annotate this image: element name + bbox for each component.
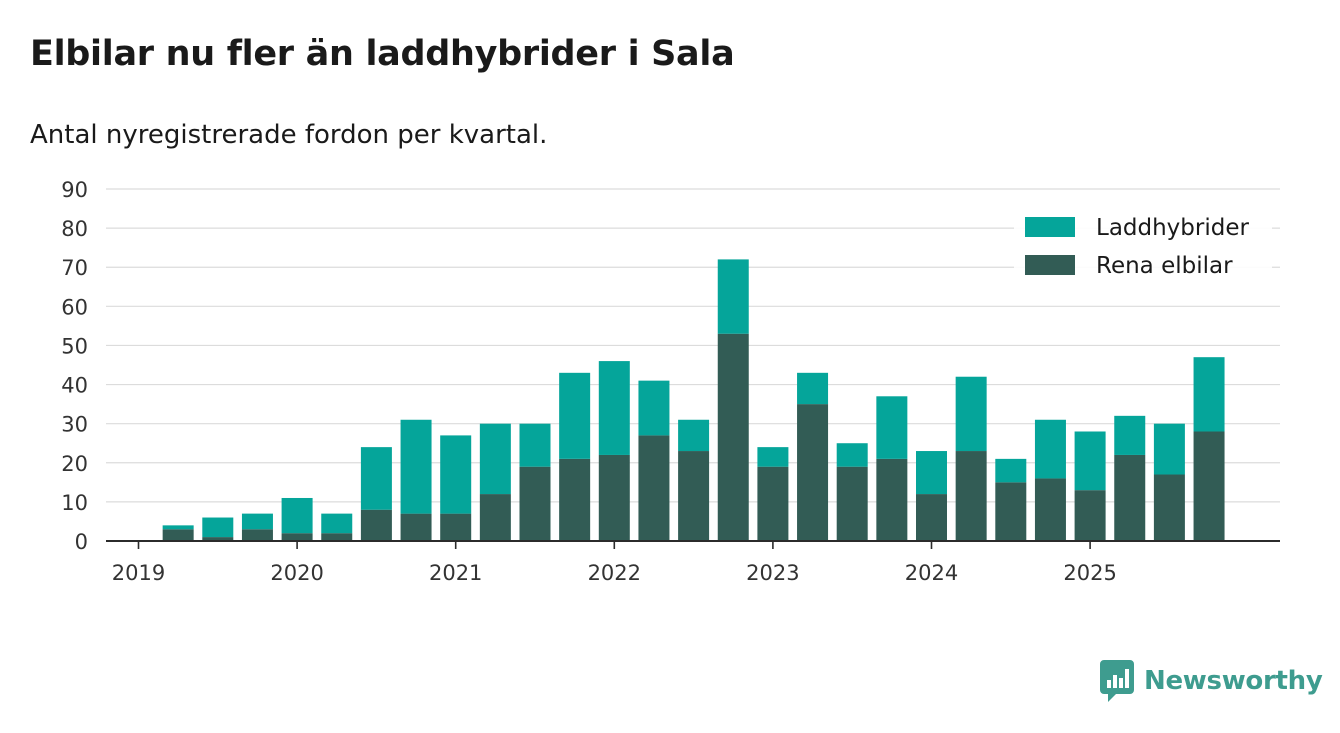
bar-laddhybrider-2024-q3 xyxy=(995,458,1027,483)
bar-rena-elbilar-2021-q4 xyxy=(559,458,591,541)
bar-rena-elbilar-2019-q4 xyxy=(241,529,273,541)
bar-laddhybrider-2019-q4 xyxy=(241,513,273,530)
bar-laddhybrider-2022-q4 xyxy=(717,259,749,334)
chart-subtitle: Antal nyregistrerade fordon per kvartal. xyxy=(30,120,548,150)
bar-laddhybrider-2025-q4 xyxy=(1193,357,1225,432)
chart-title: Elbilar nu fler än laddhybrider i Sala xyxy=(30,34,735,74)
bar-laddhybrider-2023-q2 xyxy=(797,372,829,405)
legend-label: Laddhybrider xyxy=(1096,215,1249,241)
bar-laddhybrider-2021-q1 xyxy=(440,435,472,514)
bar-groups xyxy=(162,259,1225,541)
bar-rena-elbilar-2021-q2 xyxy=(479,494,511,541)
bar-rena-elbilar-2023-q1 xyxy=(757,466,789,541)
y-tick-label: 60 xyxy=(61,295,88,319)
bar-rena-elbilar-2019-q2 xyxy=(162,529,194,541)
bar-laddhybrider-2020-q3 xyxy=(360,447,392,510)
bar-rena-elbilar-2025-q4 xyxy=(1193,431,1225,541)
bar-rena-elbilar-2020-q1 xyxy=(281,533,313,541)
bar-laddhybrider-2020-q4 xyxy=(400,419,432,514)
legend-swatch xyxy=(1025,255,1075,275)
bar-rena-elbilar-2021-q1 xyxy=(440,513,472,541)
bar-laddhybrider-2020-q1 xyxy=(281,497,313,534)
bar-rena-elbilar-2021-q3 xyxy=(519,466,551,541)
x-tick-label: 2022 xyxy=(588,561,641,585)
bar-laddhybrider-2024-q2 xyxy=(955,376,987,452)
bar-laddhybrider-2025-q3 xyxy=(1153,423,1185,475)
bar-laddhybrider-2020-q2 xyxy=(321,513,353,534)
bar-laddhybrider-2022-q2 xyxy=(638,380,670,436)
bar-laddhybrider-2021-q3 xyxy=(519,423,551,467)
bar-laddhybrider-2022-q3 xyxy=(678,419,710,452)
bar-rena-elbilar-2022-q2 xyxy=(638,435,670,541)
bar-laddhybrider-2025-q2 xyxy=(1114,415,1146,455)
bar-rena-elbilar-2025-q1 xyxy=(1074,490,1106,541)
x-tick-label: 2019 xyxy=(112,561,165,585)
bar-laddhybrider-2022-q1 xyxy=(598,361,630,455)
bar-laddhybrider-2019-q2 xyxy=(162,525,194,530)
brand-name: Newsworthy xyxy=(1144,666,1323,696)
y-tick-label: 50 xyxy=(61,334,88,358)
y-tick-label: 70 xyxy=(61,256,88,280)
bar-rena-elbilar-2019-q3 xyxy=(202,537,234,541)
bar-rena-elbilar-2024-q4 xyxy=(1034,478,1066,541)
bar-laddhybrider-2023-q1 xyxy=(757,447,789,467)
y-tick-label: 20 xyxy=(61,452,88,476)
bar-rena-elbilar-2024-q2 xyxy=(955,451,987,541)
x-tick-label: 2025 xyxy=(1063,561,1116,585)
bar-rena-elbilar-2022-q4 xyxy=(717,333,749,541)
x-tick-label: 2021 xyxy=(429,561,482,585)
y-tick-label: 90 xyxy=(61,178,88,202)
legend-label: Rena elbilar xyxy=(1096,253,1233,279)
y-tick-label: 80 xyxy=(61,217,88,241)
bar-rena-elbilar-2020-q2 xyxy=(321,533,353,541)
bar-laddhybrider-2019-q3 xyxy=(202,517,234,538)
newsworthy-logo-icon xyxy=(1100,660,1134,702)
bar-rena-elbilar-2020-q3 xyxy=(360,509,392,541)
x-tick-label: 2020 xyxy=(270,561,323,585)
legend-swatch xyxy=(1025,217,1075,237)
bar-laddhybrider-2023-q3 xyxy=(836,443,868,467)
y-tick-label: 0 xyxy=(75,530,88,554)
bar-rena-elbilar-2025-q3 xyxy=(1153,474,1185,541)
bar-laddhybrider-2024-q1 xyxy=(916,451,947,495)
bar-rena-elbilar-2022-q1 xyxy=(598,454,630,541)
bar-rena-elbilar-2024-q3 xyxy=(995,482,1027,541)
bar-rena-elbilar-2024-q1 xyxy=(916,494,947,541)
x-tick-label: 2024 xyxy=(905,561,958,585)
bar-laddhybrider-2021-q4 xyxy=(559,372,591,459)
bar-rena-elbilar-2022-q3 xyxy=(678,451,710,541)
x-tick-label: 2023 xyxy=(746,561,799,585)
bar-laddhybrider-2025-q1 xyxy=(1074,431,1106,491)
bar-rena-elbilar-2023-q3 xyxy=(836,466,868,541)
bar-laddhybrider-2023-q4 xyxy=(876,396,908,459)
bar-laddhybrider-2024-q4 xyxy=(1034,419,1066,479)
axes: 0 10 20 30 40 50 60 70 80 90 2019 2020 2021 2022 2023 2… xyxy=(61,178,1280,585)
y-tick-label: 40 xyxy=(61,374,88,398)
bar-rena-elbilar-2023-q4 xyxy=(876,458,908,541)
y-tick-label: 10 xyxy=(61,491,88,515)
y-tick-label: 30 xyxy=(61,413,88,437)
legend: Laddhybrider Rena elbilar xyxy=(1014,211,1272,282)
bar-rena-elbilar-2020-q4 xyxy=(400,513,432,541)
bar-laddhybrider-2021-q2 xyxy=(479,423,511,495)
bar-rena-elbilar-2025-q2 xyxy=(1114,454,1146,541)
newsworthy-brand: Newsworthy xyxy=(1100,660,1323,702)
bar-rena-elbilar-2023-q2 xyxy=(797,404,829,541)
